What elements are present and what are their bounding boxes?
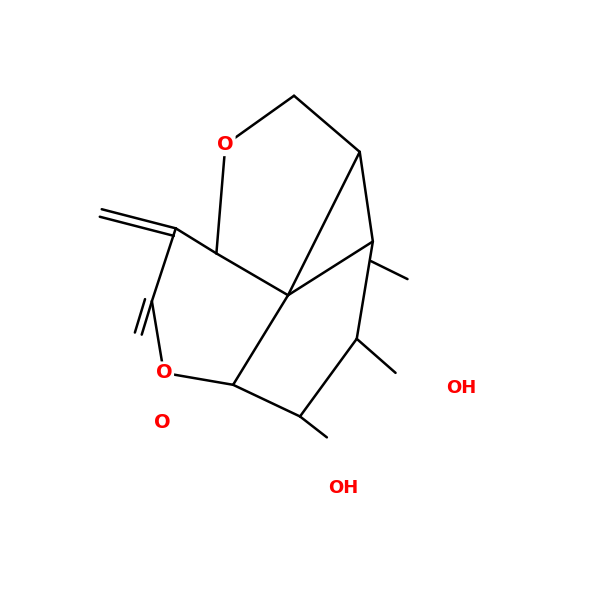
Text: OH: OH [328,479,358,497]
Text: OH: OH [446,379,476,397]
Text: O: O [155,364,172,382]
Text: O: O [217,135,233,154]
Text: O: O [154,413,171,432]
